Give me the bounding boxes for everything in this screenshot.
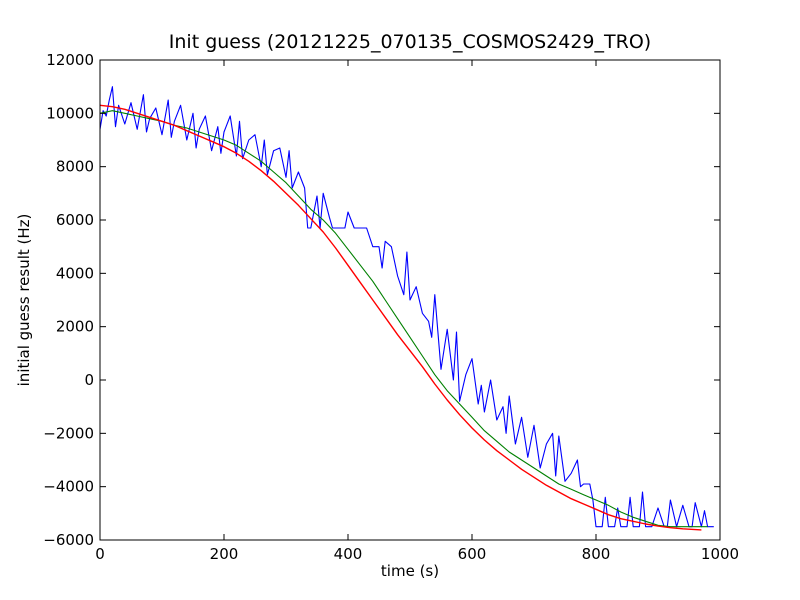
plot-frame (99, 59, 721, 541)
y-tick-label: 2000 (56, 318, 94, 336)
y-tick-label: −2000 (43, 424, 94, 442)
y-tick-label: −4000 (43, 478, 94, 496)
series-fit-line (99, 104, 702, 531)
x-tick-label: 600 (458, 545, 487, 563)
x-tick-label: 200 (210, 545, 239, 563)
ticks-layer: 0 200 400 600 800 1000 12000 10000 8000 6000 4000 2… (43, 51, 739, 563)
series-smoothed-line (99, 110, 708, 528)
x-tick-label: 0 (95, 545, 105, 563)
y-tick-label: −6000 (43, 531, 94, 549)
x-axis-label: time (s) (381, 562, 439, 580)
y-tick-label: 4000 (56, 264, 94, 282)
y-axis-label: initial guess result (Hz) (15, 214, 33, 387)
x-tick-label: 400 (334, 545, 363, 563)
y-tick-label: 0 (84, 371, 94, 389)
x-tick-label: 800 (582, 545, 611, 563)
chart-title: Init guess (20121225_070135_COSMOS2429_T… (169, 31, 651, 53)
y-tick-label: 10000 (46, 104, 94, 122)
series-layer (99, 86, 714, 531)
y-tick-label: 12000 (46, 51, 94, 69)
x-tick-label: 1000 (701, 545, 739, 563)
y-tick-label: 6000 (56, 211, 94, 229)
y-tick-label: 8000 (56, 158, 94, 176)
